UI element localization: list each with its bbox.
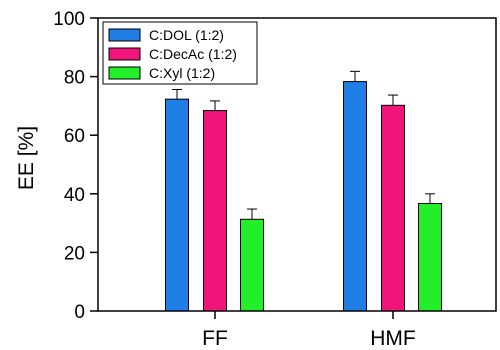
bar — [343, 81, 367, 312]
y-tick-label: 60 — [64, 126, 85, 147]
y-axis-title: EE [%] — [15, 126, 38, 190]
bar — [381, 104, 405, 312]
legend: C:DOL (1:2) C:DecAc (1:2) C:Xyl (1:2) — [102, 21, 258, 85]
x-tick-label: HMF — [370, 327, 416, 345]
bars-layer — [165, 81, 442, 312]
bar — [203, 110, 227, 312]
legend-swatch — [108, 47, 141, 61]
axes-layer: 0 20 40 60 80 100 FF HMF — [53, 9, 497, 350]
error-bars-layer — [172, 70, 435, 220]
x-tick-label: FF — [202, 327, 228, 345]
y-tick-label: 40 — [64, 185, 85, 206]
legend-label: C:DecAc (1:2) — [149, 46, 237, 62]
y-tick-label: 20 — [64, 243, 85, 264]
bar — [165, 98, 189, 312]
y-tick-label: 80 — [64, 68, 85, 89]
y-tick-label: 100 — [53, 9, 85, 30]
bar — [240, 218, 264, 312]
y-tick-label: 0 — [74, 302, 85, 323]
legend-swatch — [108, 28, 141, 42]
bar — [418, 202, 442, 312]
legend-swatch — [108, 66, 141, 80]
legend-label: C:Xyl (1:2) — [149, 65, 215, 81]
legend-label: C:DOL (1:2) — [149, 27, 224, 43]
plot-frame — [97, 17, 497, 312]
